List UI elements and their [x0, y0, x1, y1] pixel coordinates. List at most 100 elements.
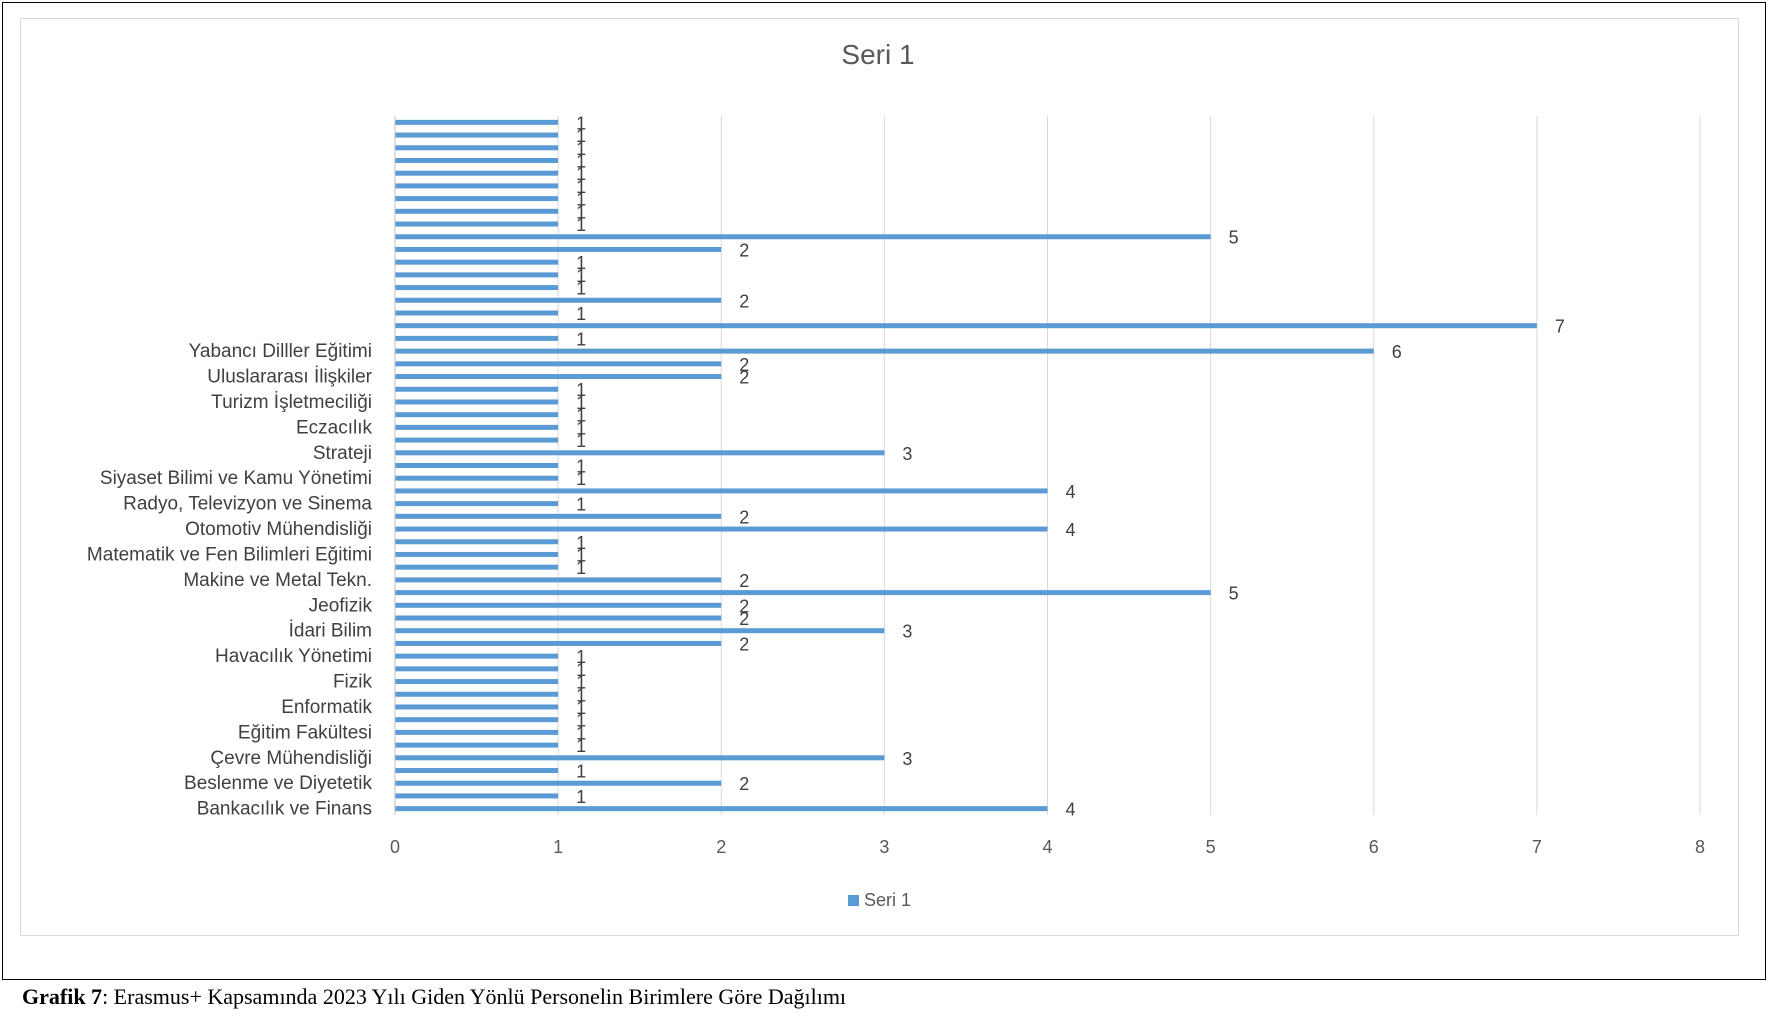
y-tick-label: İdari Bilim — [289, 621, 372, 642]
x-tick-label: 2 — [716, 837, 726, 857]
data-label: 1 — [576, 113, 586, 133]
data-label: 1 — [576, 673, 586, 693]
data-label: 1 — [576, 469, 586, 489]
data-label: 2 — [739, 774, 749, 794]
bar — [395, 386, 559, 392]
legend-swatch — [848, 895, 859, 906]
bar — [395, 234, 1211, 240]
bar — [395, 246, 722, 252]
bar — [395, 119, 559, 125]
y-tick-label: Enformatik — [281, 697, 372, 718]
bar — [395, 348, 1374, 354]
data-label: 1 — [576, 329, 586, 349]
y-tick-label: Uluslararası İlişkiler — [207, 367, 372, 388]
y-tick-label: Eczacılık — [296, 417, 373, 438]
bar — [395, 729, 559, 735]
data-label: 7 — [1555, 317, 1565, 337]
bar — [395, 501, 559, 507]
bar — [395, 717, 559, 723]
bar — [395, 602, 722, 608]
x-tick-label: 4 — [1042, 837, 1052, 857]
bar — [395, 793, 559, 799]
data-label: 1 — [576, 660, 586, 680]
bar — [395, 513, 722, 519]
bar — [395, 272, 559, 278]
bar — [395, 666, 559, 672]
x-axis-labels: 0 1 2 3 4 5 6 7 8 — [390, 837, 1705, 857]
data-label: 1 — [576, 787, 586, 807]
bar — [395, 196, 559, 202]
bar — [395, 208, 559, 214]
data-label: 3 — [902, 622, 912, 642]
bar — [395, 361, 722, 367]
y-tick-label: Çevre Mühendisliği — [210, 748, 372, 769]
bar — [395, 183, 559, 189]
data-label: 1 — [576, 558, 586, 578]
data-label: 2 — [739, 507, 749, 527]
data-label: 1 — [576, 253, 586, 273]
bar — [395, 221, 559, 227]
bar — [395, 297, 722, 303]
bar — [395, 742, 559, 748]
y-tick-label: Strateji — [313, 443, 372, 464]
gridlines — [557, 116, 1701, 815]
data-label: 3 — [902, 749, 912, 769]
caption-label: Grafik 7 — [22, 984, 103, 1009]
x-tick-label: 3 — [879, 837, 889, 857]
data-label: 5 — [1229, 228, 1239, 248]
bar — [395, 157, 559, 163]
bar — [395, 780, 722, 786]
bar — [395, 323, 1537, 329]
bar — [395, 424, 559, 430]
bar — [395, 691, 559, 697]
bar — [395, 259, 559, 265]
data-label: 2 — [739, 571, 749, 591]
data-label: 1 — [576, 151, 586, 171]
bar — [395, 539, 559, 545]
data-label: 1 — [576, 685, 586, 705]
bar — [395, 145, 559, 151]
bar — [395, 285, 559, 291]
data-label: 2 — [739, 355, 749, 375]
data-label: 1 — [576, 279, 586, 299]
bar — [395, 412, 559, 418]
bar — [395, 640, 722, 646]
bar — [395, 399, 559, 405]
caption-text: : Erasmus+ Kapsamında 2023 Yılı Giden Yö… — [102, 984, 847, 1009]
y-tick-label: Matematik ve Fen Bilimleri Eğitimi — [87, 544, 372, 565]
data-label: 4 — [1066, 800, 1076, 820]
x-tick-label: 6 — [1369, 837, 1379, 857]
x-tick-label: 8 — [1695, 837, 1705, 857]
figure-caption: Grafik 7: Erasmus+ Kapsamında 2023 Yılı … — [22, 984, 846, 1010]
bar — [395, 806, 1048, 812]
data-label: 1 — [576, 418, 586, 438]
data-label: 1 — [576, 139, 586, 159]
bar — [395, 335, 559, 341]
data-label: 1 — [576, 177, 586, 197]
y-axis-labels: Bankacılık ve Finans Beslenme ve Diyeteti… — [87, 341, 373, 820]
data-label: 1 — [576, 762, 586, 782]
bar — [395, 679, 559, 685]
y-tick-label: Yabancı Dilller Eğitimi — [189, 341, 372, 362]
data-label: 6 — [1392, 342, 1402, 362]
y-tick-label: Bankacılık ve Finans — [197, 799, 372, 820]
bar — [395, 310, 559, 316]
data-label: 1 — [576, 736, 586, 756]
chart-title: Seri 1 — [841, 39, 914, 70]
y-tick-label: Jeofizik — [309, 595, 373, 616]
data-label: 1 — [576, 215, 586, 235]
x-tick-label: 0 — [390, 837, 400, 857]
data-label: 1 — [576, 304, 586, 324]
y-tick-label: Makine ve Metal Tekn. — [183, 570, 372, 591]
data-label: 1 — [576, 545, 586, 565]
figure-frame — [2, 2, 1766, 980]
data-label: 1 — [576, 711, 586, 731]
data-label: 2 — [739, 291, 749, 311]
data-label: 2 — [739, 240, 749, 260]
data-label: 1 — [576, 647, 586, 667]
y-tick-label: Turizm İşletmeciliği — [211, 392, 372, 413]
y-tick-label: Siyaset Bilimi ve Kamu Yönetimi — [100, 468, 372, 489]
bar — [395, 590, 1211, 596]
y-tick-label: Fizik — [333, 672, 373, 693]
